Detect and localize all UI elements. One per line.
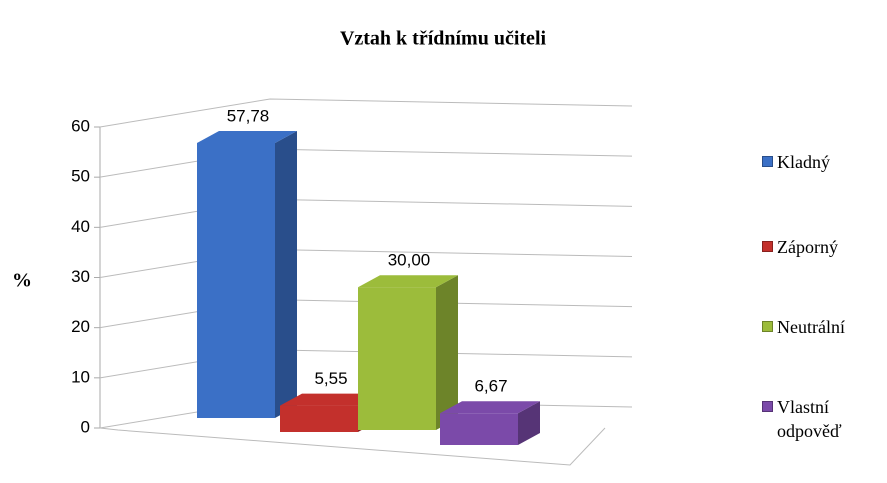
y-tick-label: 60	[71, 116, 90, 135]
bar-top	[197, 130, 297, 143]
legend-swatch	[762, 401, 773, 412]
bar	[197, 142, 275, 418]
y-tick-label: 30	[71, 267, 90, 286]
bar	[440, 413, 518, 445]
y-tick-label: 0	[81, 417, 90, 436]
y-tick-label: 10	[71, 367, 90, 386]
bar-side	[436, 275, 458, 430]
bar	[358, 287, 436, 430]
bar-top	[280, 393, 380, 406]
legend-swatch	[762, 241, 773, 252]
chart-title: Vztah k třídnímu učiteli	[340, 28, 547, 50]
legend-item: Záporný	[762, 237, 887, 259]
legend-label: Kladný	[777, 152, 830, 172]
bar-top	[358, 275, 458, 288]
bar-top	[440, 401, 540, 414]
legend-swatch	[762, 156, 773, 167]
legend-swatch	[762, 321, 773, 332]
bar-side	[275, 130, 297, 418]
y-axis-label: %	[12, 270, 32, 292]
legend-item: Neutrální	[762, 317, 887, 339]
bar	[280, 405, 358, 432]
data-label: 30,00	[388, 251, 431, 270]
grid-line	[99, 198, 633, 228]
data-label: 57,78	[227, 106, 270, 125]
legend-label: Vlastní odpověď	[777, 397, 842, 441]
y-tick-label: 20	[71, 317, 90, 336]
grid-line	[99, 248, 633, 278]
legend-label: Záporný	[777, 237, 838, 257]
bar-side	[518, 401, 540, 445]
grid-line	[99, 148, 633, 178]
data-label: 6,67	[474, 377, 507, 396]
floor	[99, 427, 606, 466]
y-tick-label: 50	[71, 167, 90, 186]
legend-label: Neutrální	[777, 317, 845, 337]
grid-line	[99, 98, 633, 128]
legend-item: Kladný	[762, 152, 887, 174]
y-tick-label: 40	[71, 217, 90, 236]
legend-item: Vlastní odpověď	[762, 397, 887, 443]
data-label: 5,55	[314, 369, 347, 388]
